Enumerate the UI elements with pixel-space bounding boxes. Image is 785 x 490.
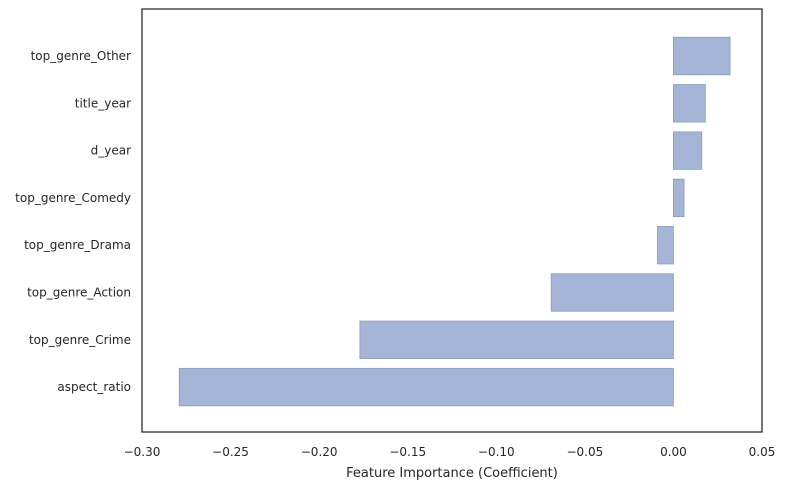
- y-tick-label: top_genre_Crime: [29, 333, 131, 347]
- bar-top-genre-crime: [359, 320, 674, 359]
- plot-frame: [141, 8, 763, 433]
- y-tick-label: top_genre_Drama: [24, 238, 131, 252]
- x-tick-label: −0.20: [301, 445, 338, 459]
- x-axis-title: Feature Importance (Coefficient): [346, 466, 558, 481]
- x-tick-label: −0.30: [124, 445, 161, 459]
- bar-top-genre-comedy: [673, 178, 685, 218]
- x-tick-label: −0.05: [566, 445, 603, 459]
- x-tick-label: −0.25: [212, 445, 249, 459]
- y-tick-label: top_genre_Other: [31, 49, 131, 63]
- x-tick-label: 0.05: [749, 445, 776, 459]
- x-tick-label: 0.00: [660, 445, 687, 459]
- y-tick-label: top_genre_Comedy: [15, 191, 131, 205]
- bars-group: [178, 36, 731, 407]
- y-tick-label: title_year: [75, 96, 131, 110]
- x-tick-label: −0.10: [478, 445, 515, 459]
- bar-d-year: [673, 131, 703, 170]
- y-tick-labels: top_genre_Other title_year d_year top_genre…: [15, 49, 131, 394]
- x-tick-label: −0.15: [389, 445, 426, 459]
- y-tick-label: d_year: [91, 144, 131, 158]
- bar-top-genre-drama: [657, 226, 674, 265]
- bar-top-genre-action: [550, 273, 674, 312]
- x-tick-labels: −0.30 −0.25 −0.20 −0.15 −0.10 −0.05 0.00 0.05: [124, 445, 776, 459]
- bar-title-year: [673, 84, 706, 123]
- bar-aspect-ratio: [178, 367, 674, 407]
- y-tick-label: top_genre_Action: [27, 286, 131, 300]
- bar-top-genre-other: [673, 36, 731, 76]
- y-tick-label: aspect_ratio: [57, 380, 131, 394]
